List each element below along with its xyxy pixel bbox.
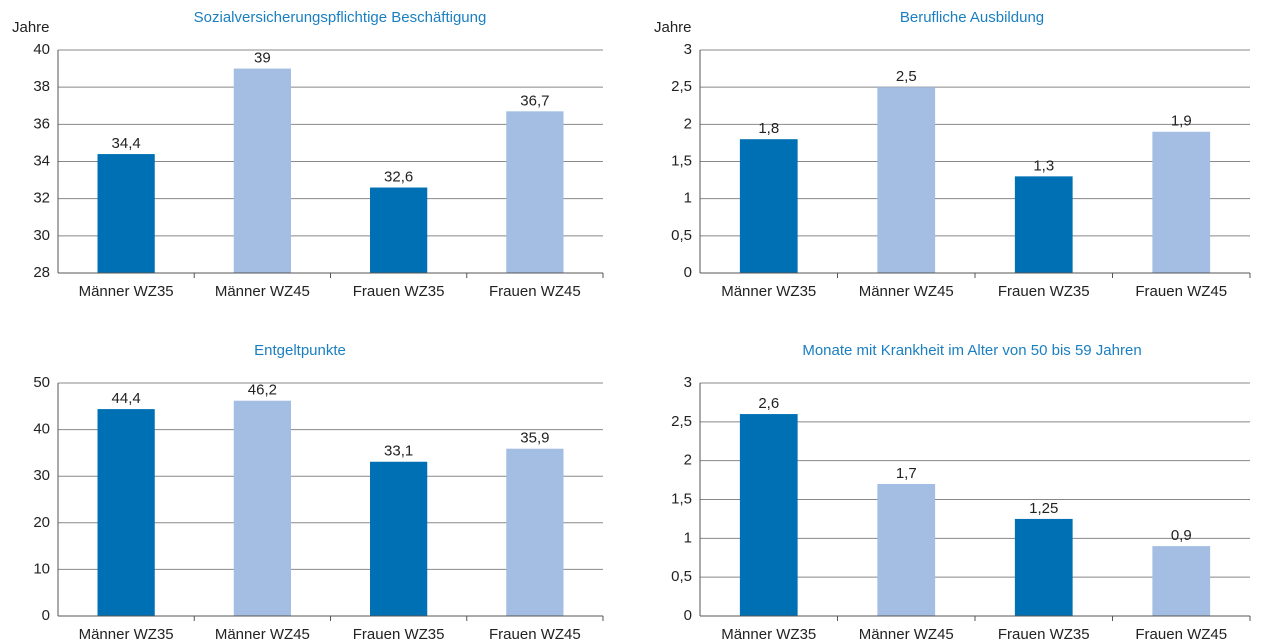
- value-label: 0,9: [1171, 527, 1192, 544]
- y-tick-label: 2: [684, 452, 692, 469]
- y-tick-label: 0: [42, 607, 50, 624]
- chart-title: Berufliche Ausbildung: [900, 9, 1044, 26]
- bar: [233, 68, 291, 273]
- y-tick-label: 2,5: [671, 78, 692, 95]
- y-tick-label: 2,5: [671, 413, 692, 430]
- value-label: 1,8: [758, 120, 779, 137]
- bar: [877, 87, 936, 274]
- bar: [877, 483, 936, 616]
- value-label: 39: [254, 50, 271, 67]
- y-tick-label: 50: [33, 374, 50, 391]
- y-tick-label: 10: [33, 560, 50, 577]
- y-tick-label: 0,5: [671, 568, 692, 585]
- x-tick-label: Männer WZ35: [79, 283, 174, 300]
- bar: [1014, 176, 1073, 273]
- x-tick-label: Männer WZ45: [859, 626, 954, 643]
- y-tick-label: 3: [684, 374, 692, 391]
- bar: [370, 461, 428, 616]
- x-tick-label: Männer WZ45: [859, 283, 954, 300]
- value-label: 36,7: [520, 92, 549, 109]
- bar: [739, 414, 798, 616]
- value-label: 34,4: [112, 135, 141, 152]
- x-tick-label: Frauen WZ45: [1135, 283, 1227, 300]
- y-tick-label: 28: [33, 264, 50, 281]
- x-tick-label: Frauen WZ35: [353, 626, 445, 643]
- value-label: 2,5: [896, 68, 917, 85]
- bar: [1014, 518, 1073, 616]
- value-label: 32,6: [384, 168, 413, 185]
- y-tick-label: 0: [684, 607, 692, 624]
- x-tick-label: Männer WZ35: [721, 626, 816, 643]
- bar: [97, 409, 155, 616]
- x-tick-label: Frauen WZ45: [489, 283, 581, 300]
- x-tick-label: Frauen WZ45: [489, 626, 581, 643]
- bar: [506, 448, 564, 616]
- y-tick-label: 3: [684, 41, 692, 58]
- value-label: 35,9: [520, 430, 549, 447]
- bar: [1152, 131, 1211, 273]
- value-label: 2,6: [758, 395, 779, 412]
- value-label: 1,7: [896, 465, 917, 482]
- y-tick-label: 40: [33, 421, 50, 438]
- x-tick-label: Frauen WZ35: [353, 283, 445, 300]
- value-label: 33,1: [384, 443, 413, 460]
- chart-title: Monate mit Krankheit im Alter von 50 bis…: [802, 342, 1141, 359]
- y-tick-label: 0,5: [671, 227, 692, 244]
- y-tick-label: 32: [33, 190, 50, 207]
- x-tick-label: Männer WZ45: [215, 626, 310, 643]
- y-tick-label: 20: [33, 514, 50, 531]
- bar: [1152, 546, 1211, 616]
- x-tick-label: Männer WZ35: [79, 626, 174, 643]
- y-axis-label: Jahre: [12, 19, 50, 36]
- y-tick-label: 0: [684, 264, 692, 281]
- y-tick-label: 1: [684, 190, 692, 207]
- x-tick-label: Frauen WZ35: [998, 283, 1090, 300]
- y-tick-label: 30: [33, 227, 50, 244]
- y-tick-label: 2: [684, 115, 692, 132]
- x-tick-label: Männer WZ45: [215, 283, 310, 300]
- value-label: 44,4: [112, 390, 141, 407]
- bar: [370, 187, 428, 273]
- y-tick-label: 34: [33, 152, 50, 169]
- y-tick-label: 1,5: [671, 490, 692, 507]
- bar: [233, 400, 291, 616]
- chart-title: Sozialversicherungspflichtige Beschäftig…: [194, 9, 487, 26]
- bar: [97, 154, 155, 273]
- x-tick-label: Frauen WZ45: [1135, 626, 1227, 643]
- bar: [739, 139, 798, 273]
- value-label: 1,3: [1033, 157, 1054, 174]
- y-tick-label: 30: [33, 467, 50, 484]
- value-label: 1,9: [1171, 113, 1192, 130]
- x-tick-label: Männer WZ35: [721, 283, 816, 300]
- bar: [506, 111, 564, 273]
- y-tick-label: 36: [33, 115, 50, 132]
- y-axis-label: Jahre: [654, 19, 692, 36]
- value-label: 1,25: [1029, 500, 1058, 517]
- chart-title: Entgeltpunkte: [254, 342, 346, 359]
- y-tick-label: 1: [684, 529, 692, 546]
- y-tick-label: 1,5: [671, 152, 692, 169]
- value-label: 46,2: [248, 382, 277, 399]
- y-tick-label: 38: [33, 78, 50, 95]
- x-tick-label: Frauen WZ35: [998, 626, 1090, 643]
- y-tick-label: 40: [33, 41, 50, 58]
